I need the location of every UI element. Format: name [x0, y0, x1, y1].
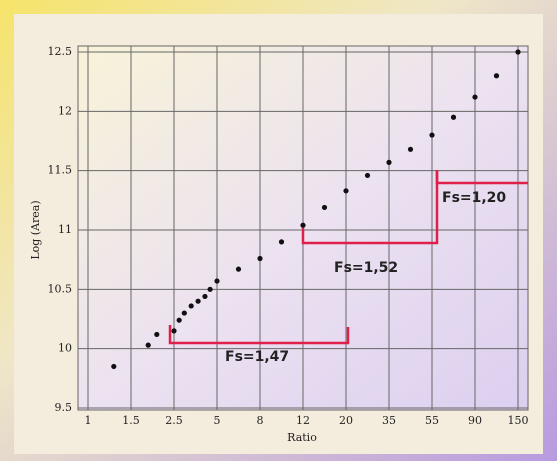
point	[195, 299, 200, 304]
x-tick-label: 1.5	[122, 414, 140, 427]
x-tick-label: 55	[425, 414, 439, 427]
y-tick-label: 11.5	[48, 164, 73, 177]
y-tick-label: 12	[58, 104, 72, 117]
y-tick-label: 10.5	[48, 282, 73, 295]
y-axis-label: Log (Area)	[29, 200, 42, 259]
point	[202, 294, 207, 299]
point	[177, 318, 182, 323]
x-tick-label: 150	[508, 414, 529, 427]
x-tick-label: 8	[257, 414, 264, 427]
annotation: Fs=1,52	[334, 260, 398, 276]
point	[386, 160, 391, 165]
point	[472, 94, 477, 99]
point	[182, 310, 187, 315]
point	[515, 49, 520, 54]
point	[408, 147, 413, 152]
point	[146, 343, 151, 348]
x-tick-label: 35	[382, 414, 396, 427]
point	[189, 303, 194, 308]
point	[429, 132, 434, 137]
annotation: Fs=1,20	[442, 190, 506, 206]
point	[171, 328, 176, 333]
point	[111, 364, 116, 369]
annotation: Fs=1,47	[225, 349, 289, 365]
x-tick-label: 90	[468, 414, 482, 427]
x-tick-label: 12	[296, 414, 310, 427]
x-tick-label: 1	[85, 414, 92, 427]
point	[279, 239, 284, 244]
point	[154, 332, 159, 337]
y-tick-label: 12.5	[48, 45, 73, 58]
y-tick-label: 10	[58, 342, 72, 355]
x-tick-label: 2.5	[165, 414, 183, 427]
point	[208, 287, 213, 292]
point	[365, 173, 370, 178]
chart: 9.51010.51111.51212.511.52.5581220355590…	[0, 0, 557, 461]
y-tick-label: 9.5	[55, 401, 73, 414]
point	[451, 115, 456, 120]
point	[236, 267, 241, 272]
point	[257, 256, 262, 261]
y-tick-label: 11	[58, 223, 72, 236]
point	[494, 73, 499, 78]
x-axis-label: Ratio	[287, 431, 317, 444]
point	[300, 223, 305, 228]
point	[322, 205, 327, 210]
x-tick-label: 5	[214, 414, 221, 427]
point	[343, 188, 348, 193]
point	[214, 278, 219, 283]
x-tick-label: 20	[339, 414, 353, 427]
